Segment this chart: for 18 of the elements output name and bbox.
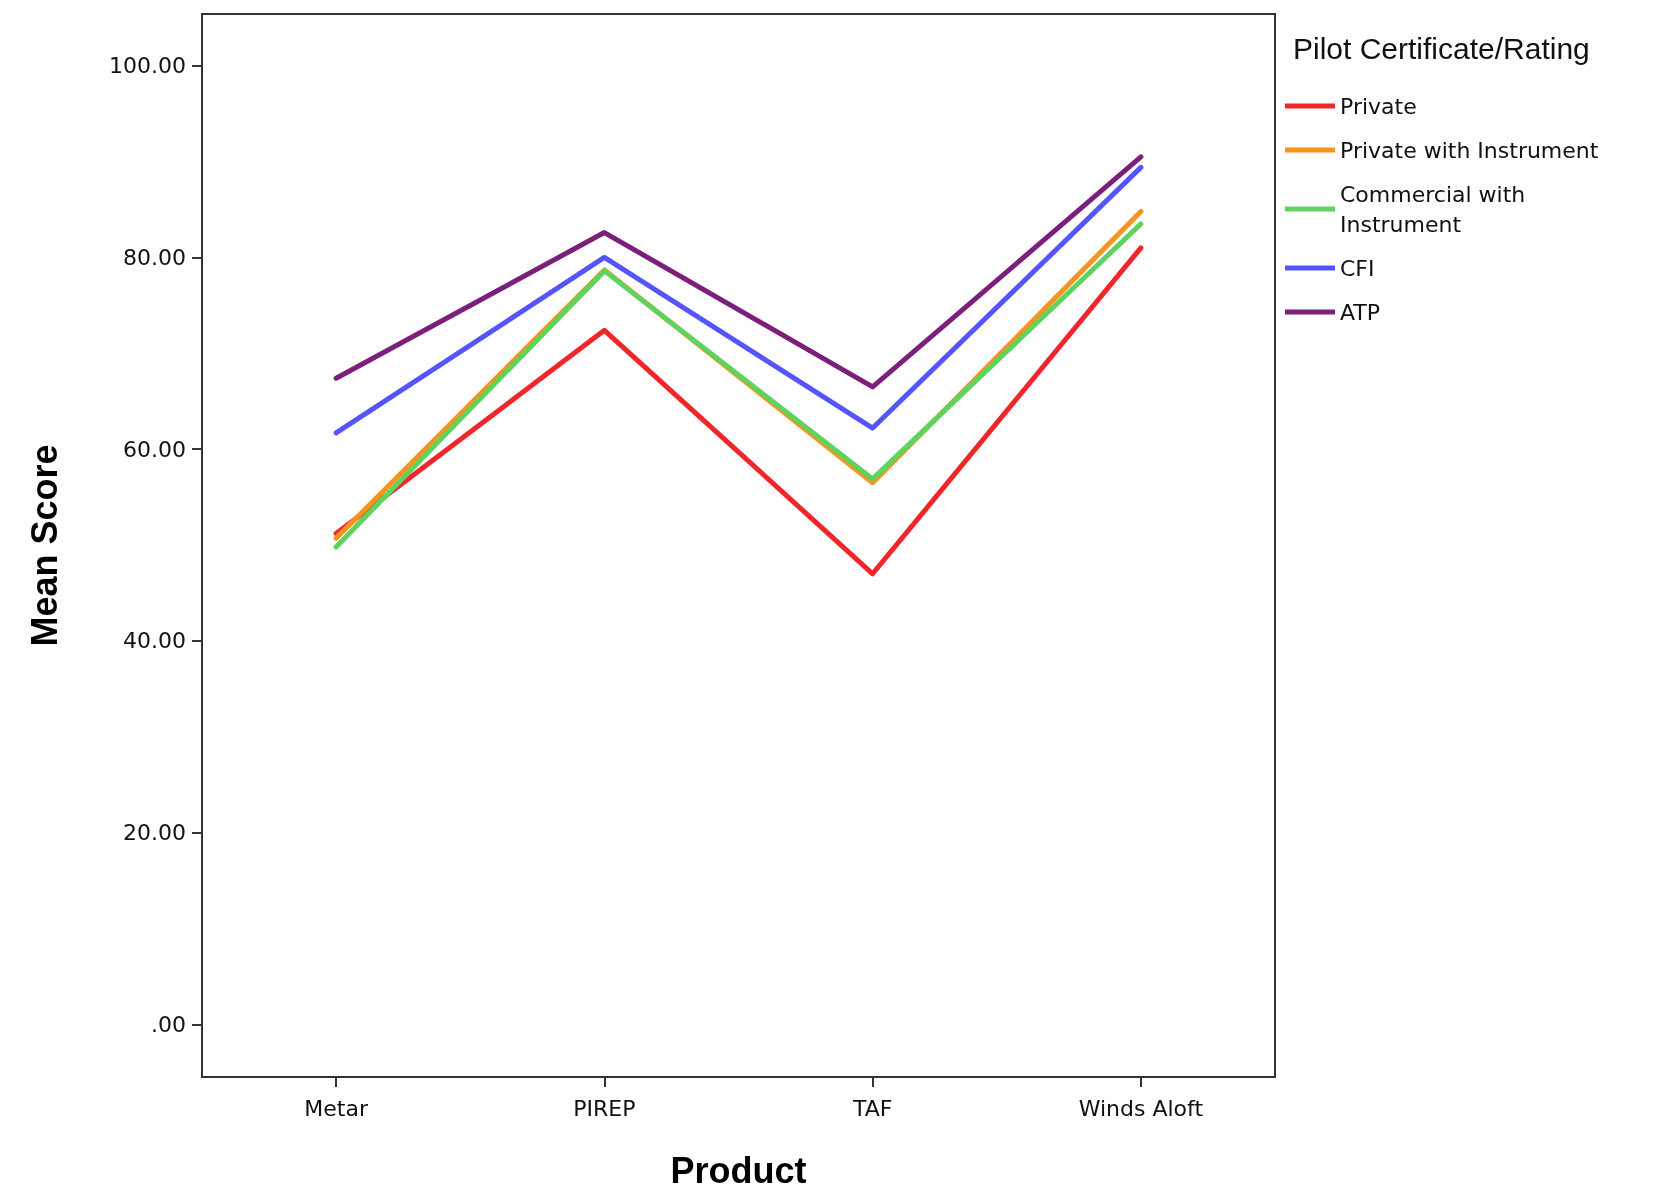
y-tick-label: 80.00	[123, 244, 186, 270]
legend-label: Private	[1340, 93, 1417, 119]
y-tick-label: .00	[151, 1011, 186, 1037]
legend-title: Pilot Certificate/Rating	[1293, 31, 1590, 65]
legend-label: CFI	[1340, 255, 1375, 281]
x-axis-title: Product	[670, 1149, 807, 1191]
legend-label: ATP	[1340, 299, 1381, 325]
x-tick-label: PIREP	[573, 1095, 636, 1121]
y-tick-label: 20.00	[123, 820, 186, 846]
x-tick-label: TAF	[851, 1095, 893, 1121]
y-axis-title: Mean Score	[23, 444, 65, 647]
x-tick-label: Winds Aloft	[1078, 1095, 1204, 1121]
y-tick-label: 100.00	[109, 53, 186, 79]
x-tick-label: Metar	[304, 1095, 369, 1121]
y-tick-label: 40.00	[123, 628, 186, 654]
legend-label: Private with Instrument	[1340, 137, 1599, 163]
y-tick-label: 60.00	[123, 436, 186, 462]
legend-label: Commercial with Instrument	[1340, 181, 1526, 237]
